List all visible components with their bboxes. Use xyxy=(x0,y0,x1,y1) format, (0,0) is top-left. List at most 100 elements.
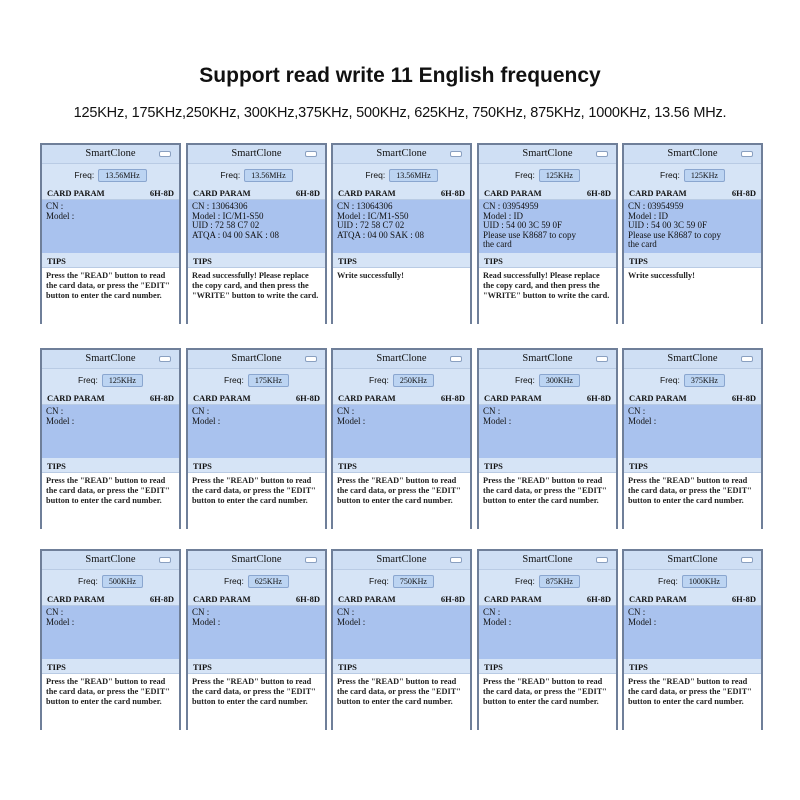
freq-row: Freq: 625KHz xyxy=(188,570,325,592)
app-name: SmartClone xyxy=(231,554,282,565)
app-header: SmartClone xyxy=(333,551,470,570)
freq-button[interactable]: 13.56MHz xyxy=(98,169,147,183)
app-header: SmartClone xyxy=(188,551,325,570)
card-data-line: CN : xyxy=(46,201,64,211)
freq-button[interactable]: 625KHz xyxy=(247,575,289,589)
freq-row: Freq: 750KHz xyxy=(333,570,470,592)
app-name: SmartClone xyxy=(667,353,718,364)
battery-icon xyxy=(159,151,171,157)
app-header: SmartClone xyxy=(42,145,179,164)
card-data-line: Model : xyxy=(628,616,657,627)
app-name: SmartClone xyxy=(376,148,427,159)
freq-row: Freq: 125KHz xyxy=(42,369,179,391)
app-name: SmartClone xyxy=(85,554,136,565)
device-screen: SmartClone Freq: 125KHz CARD PARAM 6H-8D C… xyxy=(40,348,181,529)
battery-icon xyxy=(159,557,171,563)
freq-label: Freq: xyxy=(660,170,680,180)
app-name: SmartClone xyxy=(522,353,573,364)
freq-button[interactable]: 250KHz xyxy=(392,374,434,388)
app-name: SmartClone xyxy=(522,148,573,159)
freq-label: Freq: xyxy=(224,375,244,385)
tips-text: Press the "READ" button to read the card… xyxy=(624,674,761,730)
device-screen: SmartClone Freq: 175KHz CARD PARAM 6H-8D C… xyxy=(186,348,327,529)
card-param-label: CARD PARAM xyxy=(47,188,105,198)
card-data-panel: CN : 03954959 Model : ID UID : 54 00 3C 59… xyxy=(624,200,761,253)
card-data-panel: CN : Model : xyxy=(42,200,179,253)
card-param-code: 6H-8D xyxy=(586,594,611,604)
freq-row: Freq: 125KHz xyxy=(624,164,761,186)
card-param-header: CARD PARAM 6H-8D xyxy=(188,592,325,606)
freq-row: Freq: 13.56MHz xyxy=(333,164,470,186)
frequency-list: 125KHz, 175KHz,250KHz, 300KHz,375KHz, 50… xyxy=(73,105,727,121)
freq-button[interactable]: 1000KHz xyxy=(681,575,727,589)
freq-row: Freq: 375KHz xyxy=(624,369,761,391)
freq-button[interactable]: 125KHz xyxy=(538,169,580,183)
tips-text: Press the "READ" button to read the card… xyxy=(42,473,179,529)
card-param-label: CARD PARAM xyxy=(484,393,542,403)
battery-icon xyxy=(741,356,753,362)
tips-text: Press the "READ" button to read the card… xyxy=(42,268,179,324)
card-param-header: CARD PARAM 6H-8D xyxy=(188,186,325,200)
freq-button[interactable]: 125KHz xyxy=(101,374,143,388)
card-param-label: CARD PARAM xyxy=(629,594,687,604)
app-header: SmartClone xyxy=(188,145,325,164)
device-screen: SmartClone Freq: 625KHz CARD PARAM 6H-8D C… xyxy=(186,549,327,730)
device-screen: SmartClone Freq: 125KHz CARD PARAM 6H-8D C… xyxy=(622,143,763,324)
card-param-label: CARD PARAM xyxy=(193,393,251,403)
tips-text: Press the "READ" button to read the card… xyxy=(333,674,470,730)
battery-icon xyxy=(450,151,462,157)
tips-text: Press the "READ" button to read the card… xyxy=(333,473,470,529)
freq-button[interactable]: 300KHz xyxy=(538,374,580,388)
freq-button[interactable]: 175KHz xyxy=(247,374,289,388)
app-name: SmartClone xyxy=(85,353,136,364)
tips-header: TIPS xyxy=(479,659,616,674)
device-screen: SmartClone Freq: 500KHz CARD PARAM 6H-8D C… xyxy=(40,549,181,730)
freq-button[interactable]: 375KHz xyxy=(683,374,725,388)
card-data-line: CN : xyxy=(46,607,64,617)
card-param-code: 6H-8D xyxy=(440,393,465,403)
freq-label: Freq: xyxy=(224,576,244,586)
card-data-line: Model : ID xyxy=(483,210,523,221)
freq-label: Freq: xyxy=(74,170,95,180)
freq-row: Freq: 13.56MHz xyxy=(42,164,179,186)
card-param-code: 6H-8D xyxy=(295,393,320,403)
freq-row: Freq: 500KHz xyxy=(42,570,179,592)
freq-button[interactable]: 875KHz xyxy=(538,575,580,589)
battery-icon xyxy=(596,557,608,563)
card-data-line: Model : xyxy=(337,415,366,426)
card-data-panel: CN : Model : xyxy=(333,606,470,659)
tips-header: TIPS xyxy=(42,659,179,674)
freq-button[interactable]: 13.56MHz xyxy=(389,169,438,183)
app-header: SmartClone xyxy=(333,350,470,369)
card-param-label: CARD PARAM xyxy=(338,393,396,403)
tips-header: TIPS xyxy=(624,458,761,473)
card-data-line: CN : xyxy=(46,406,64,416)
tips-header: TIPS xyxy=(479,253,616,268)
card-data-line: the card xyxy=(483,239,512,250)
app-name: SmartClone xyxy=(376,554,427,565)
card-data-line: ATQA : 04 00 SAK : 08 xyxy=(337,229,425,240)
card-param-code: 6H-8D xyxy=(731,594,756,604)
tips-text: Press the "READ" button to read the card… xyxy=(42,674,179,730)
device-screen: SmartClone Freq: 300KHz CARD PARAM 6H-8D C… xyxy=(477,348,618,529)
freq-button[interactable]: 500KHz xyxy=(101,575,143,589)
card-data-panel: CN : 13064306 Model : IC/M1-S50 UID : 72 5… xyxy=(333,200,470,253)
card-param-label: CARD PARAM xyxy=(193,594,251,604)
battery-icon xyxy=(596,151,608,157)
freq-button[interactable]: 125KHz xyxy=(683,169,725,183)
card-param-header: CARD PARAM 6H-8D xyxy=(479,186,616,200)
tips-text: Press the "READ" button to read the card… xyxy=(188,473,325,529)
device-screen: SmartClone Freq: 13.56MHz CARD PARAM 6H-8D… xyxy=(331,143,472,324)
app-name: SmartClone xyxy=(231,148,282,159)
card-data-line: CN : xyxy=(192,406,210,416)
card-param-header: CARD PARAM 6H-8D xyxy=(333,186,470,200)
device-screen: SmartClone Freq: 1000KHz CARD PARAM 6H-8D … xyxy=(622,549,763,730)
card-data-line: CN : xyxy=(337,607,355,617)
freq-button[interactable]: 13.56MHz xyxy=(244,169,293,183)
tips-header: TIPS xyxy=(188,659,325,674)
card-param-header: CARD PARAM 6H-8D xyxy=(42,592,179,606)
tips-text: Press the "READ" button to read the card… xyxy=(188,674,325,730)
card-data-panel: CN : Model : xyxy=(624,606,761,659)
battery-icon xyxy=(450,356,462,362)
freq-button[interactable]: 750KHz xyxy=(392,575,434,589)
